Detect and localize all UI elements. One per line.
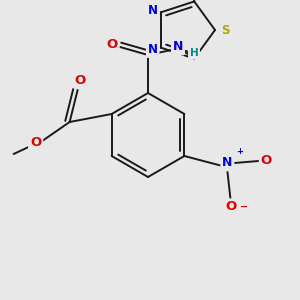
Text: O: O	[261, 154, 272, 166]
Text: N: N	[148, 43, 158, 56]
Text: O: O	[74, 74, 85, 86]
Text: +: +	[236, 148, 243, 157]
Text: N: N	[148, 4, 158, 17]
Text: O: O	[30, 136, 41, 148]
Text: N: N	[173, 40, 183, 53]
Text: S: S	[221, 23, 229, 37]
Text: −: −	[240, 202, 248, 212]
Text: O: O	[226, 200, 237, 214]
Text: N: N	[222, 157, 233, 169]
Text: H: H	[190, 48, 198, 58]
Text: O: O	[106, 38, 118, 52]
